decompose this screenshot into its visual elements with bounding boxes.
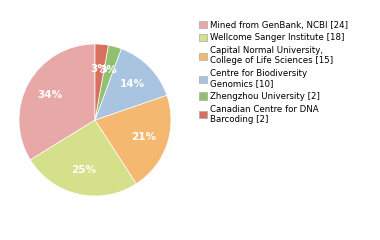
Wedge shape <box>95 44 108 120</box>
Text: 25%: 25% <box>71 165 96 175</box>
Wedge shape <box>95 95 171 184</box>
Wedge shape <box>95 45 121 120</box>
Legend: Mined from GenBank, NCBI [24], Wellcome Sanger Institute [18], Capital Normal Un: Mined from GenBank, NCBI [24], Wellcome … <box>198 20 349 125</box>
Text: 3%: 3% <box>91 64 108 73</box>
Wedge shape <box>19 44 95 160</box>
Text: 21%: 21% <box>131 132 156 142</box>
Text: 14%: 14% <box>119 79 144 89</box>
Wedge shape <box>30 120 136 196</box>
Text: 34%: 34% <box>37 90 62 100</box>
Text: 3%: 3% <box>100 65 117 75</box>
Wedge shape <box>95 49 167 120</box>
